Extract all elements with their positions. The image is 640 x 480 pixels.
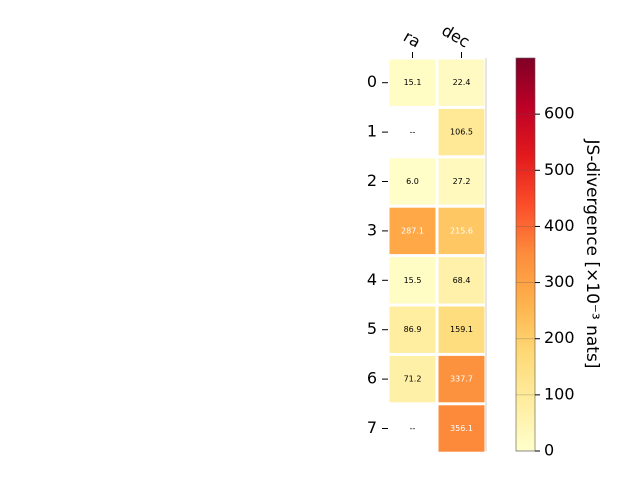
row-tick-label: 6 xyxy=(367,369,377,388)
cell-label: 22.4 xyxy=(453,78,471,87)
column-tick-label: ra xyxy=(400,27,424,52)
cell-label: 159.1 xyxy=(450,325,473,334)
heatmap-cell xyxy=(438,59,485,106)
heatmap-cell xyxy=(389,108,436,156)
heatmap-cell xyxy=(438,207,485,255)
colorbar-tick-label: 500 xyxy=(544,160,575,179)
colorbar-tick-label: 100 xyxy=(544,384,575,403)
heatmap-cell xyxy=(438,405,485,452)
colorbar-tick-label: 300 xyxy=(544,272,575,291)
heatmap-cell xyxy=(438,355,485,403)
row-tick-label: 2 xyxy=(367,171,377,190)
cell-label: -- xyxy=(410,128,416,137)
heatmap-cell xyxy=(389,207,436,255)
cell-label: 68.4 xyxy=(453,276,471,285)
heatmap-cell xyxy=(389,257,436,304)
column-tick-label: dec xyxy=(439,21,473,52)
colorbar-ticks: 0 100 200 300 400 500 600 xyxy=(516,104,575,460)
row-tick-labels: 0 1 2 3 4 5 6 7 xyxy=(367,72,388,437)
cell-label: 15.1 xyxy=(404,78,422,87)
cell-label: -- xyxy=(410,424,416,433)
colorbar-gradient xyxy=(515,57,536,452)
cell-label: 71.2 xyxy=(404,375,422,384)
heatmap-cells: 15.1 22.4 -- 106.5 6.0 27.2 287.1 215.6 15.5 68.4… xyxy=(389,59,485,452)
column-tick-labels: ra dec xyxy=(400,21,473,58)
cell-label: 287.1 xyxy=(401,226,424,235)
heatmap-cell xyxy=(389,355,436,403)
cell-label: 6.0 xyxy=(406,177,419,186)
cell-label: 337.7 xyxy=(450,375,473,384)
colorbar-tick-label: 0 xyxy=(544,441,554,460)
colorbar-label: JS-divergence [×10⁻³ nats] xyxy=(582,139,602,369)
cell-label: 15.5 xyxy=(404,276,422,285)
heatmap-cell xyxy=(438,158,485,205)
row-tick-label: 0 xyxy=(367,72,377,91)
heatmap-cell xyxy=(438,306,485,353)
cell-label: 106.5 xyxy=(450,128,473,137)
row-tick-label: 7 xyxy=(367,418,377,437)
row-tick-label: 1 xyxy=(367,122,377,141)
colorbar: 0 100 200 300 400 500 600 xyxy=(515,57,575,460)
row-tick-label: 4 xyxy=(367,270,377,289)
row-tick-label: 5 xyxy=(367,319,377,338)
row-tick-label: 3 xyxy=(367,220,377,239)
cell-label: 215.6 xyxy=(450,226,473,235)
cell-label: 27.2 xyxy=(453,177,471,186)
heatmap-cell xyxy=(389,306,436,353)
heatmap-cell xyxy=(438,108,485,156)
heatmap-cell xyxy=(389,405,436,452)
cell-label: 86.9 xyxy=(404,325,422,334)
heatmap-cell xyxy=(389,158,436,205)
colorbar-tick-label: 600 xyxy=(544,104,575,123)
heatmap-cell xyxy=(389,59,436,106)
colorbar-tick-label: 400 xyxy=(544,216,575,235)
colorbar-tick-label: 200 xyxy=(544,328,575,347)
heatmap-cell xyxy=(438,257,485,304)
cell-label: 356.1 xyxy=(450,424,473,433)
